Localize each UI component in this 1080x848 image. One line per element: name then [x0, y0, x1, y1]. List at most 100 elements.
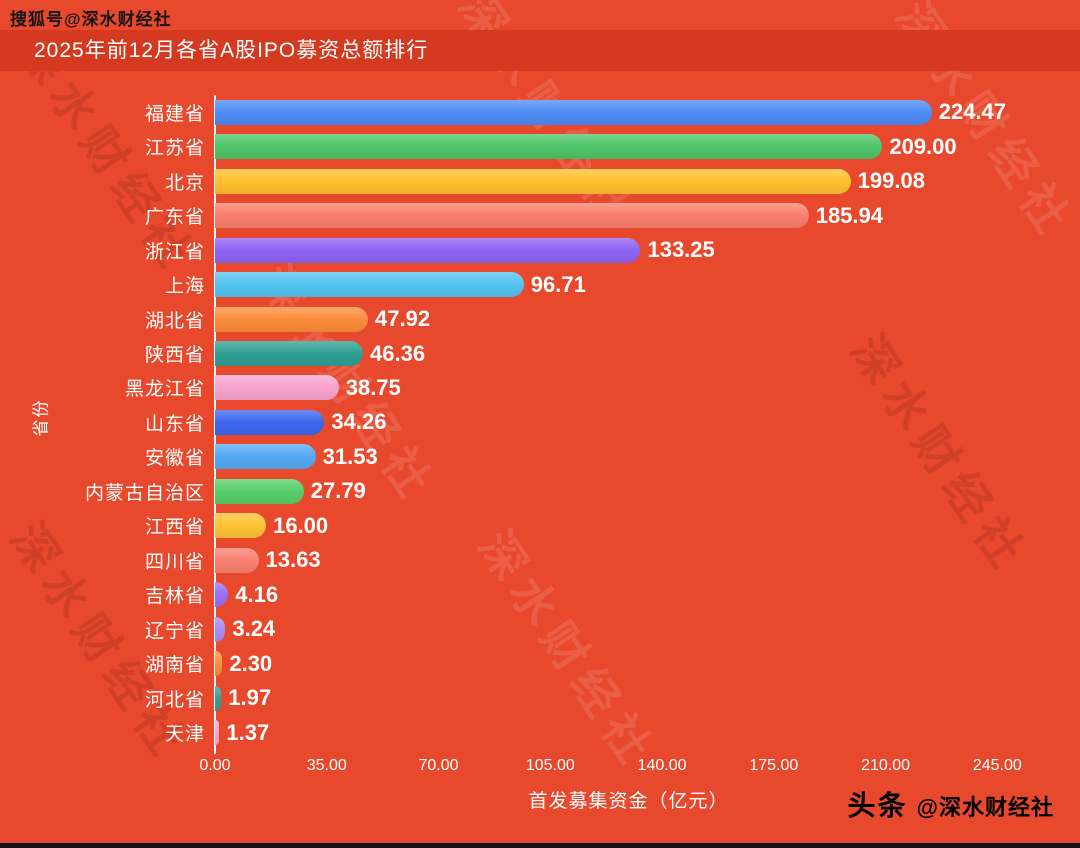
bar-row: 北京 199.08	[0, 164, 1042, 198]
value-label: 16.00	[273, 512, 329, 538]
bar-track: 3.24	[215, 616, 1042, 642]
toutiao-account-name: @深水财经社	[916, 795, 1054, 820]
value-label: 1.37	[226, 719, 270, 745]
bar-track: 13.63	[215, 547, 1042, 573]
x-tick-label: 105.00	[525, 757, 575, 774]
bar-row: 江苏省 209.00	[0, 129, 1042, 163]
category-label: 浙江省	[144, 241, 205, 263]
category-label: 天津	[164, 724, 205, 746]
bar-chart: 福建省 224.47 江苏省 209.00 北京 199.08 广东省 185.94 浙江省 13…	[0, 95, 1042, 750]
bar-row: 辽宁省 3.24	[0, 612, 1042, 646]
bar	[215, 203, 809, 229]
bar-track: 27.79	[215, 478, 1042, 504]
bar	[215, 720, 220, 746]
category-label: 辽宁省	[144, 620, 205, 642]
bar-row: 上海 96.71	[0, 267, 1042, 301]
bar	[215, 306, 368, 332]
category-label: 湖南省	[144, 655, 205, 677]
bar	[215, 168, 851, 194]
value-label: 209.00	[889, 133, 957, 159]
bar-row: 陕西省 46.36	[0, 336, 1042, 370]
bar-row: 山东省 34.26	[0, 405, 1042, 439]
bar-row: 安徽省 31.53	[0, 440, 1042, 474]
bar	[215, 616, 226, 642]
x-axis-title: 首发募集资金（亿元）	[528, 791, 729, 812]
bar	[215, 134, 883, 160]
category-label: 上海	[164, 276, 205, 298]
bar-track: 47.92	[215, 306, 1042, 332]
bar-track: 185.94	[215, 202, 1042, 229]
bar-row: 福建省 224.47	[0, 95, 1042, 129]
x-tick-label: 0.00	[199, 757, 231, 774]
value-label: 2.30	[229, 650, 273, 676]
bar-row: 浙江省 133.25	[0, 233, 1042, 267]
category-label: 北京	[164, 172, 205, 194]
x-tick-label: 35.00	[306, 757, 347, 774]
bar-row: 广东省 185.94	[0, 198, 1042, 232]
value-label: 185.94	[815, 202, 883, 228]
bar	[215, 547, 259, 573]
bar-track: 38.75	[215, 374, 1042, 401]
value-label: 1.97	[228, 685, 272, 711]
value-label: 34.26	[331, 409, 387, 435]
bar	[215, 444, 316, 470]
bar-track: 4.16	[215, 581, 1042, 608]
bar-track: 1.97	[215, 685, 1042, 711]
value-label: 199.08	[857, 168, 925, 194]
bar-row: 黑龙江省 38.75	[0, 371, 1042, 405]
value-label: 133.25	[647, 237, 715, 263]
value-label: 38.75	[345, 374, 401, 400]
value-label: 4.16	[235, 581, 279, 607]
bar-row: 内蒙古自治区 27.79	[0, 474, 1042, 508]
bar	[215, 513, 267, 539]
bar-row: 河北省 1.97	[0, 681, 1042, 715]
bar	[215, 409, 325, 435]
bar	[215, 651, 223, 677]
toutiao-brand: 头条 @深水财经社	[848, 784, 1054, 824]
category-label: 湖北省	[144, 310, 205, 332]
bar-track: 31.53	[215, 443, 1042, 470]
category-label: 江西省	[144, 517, 205, 539]
bar-track: 209.00	[215, 133, 1042, 160]
value-label: 3.24	[232, 616, 276, 642]
x-tick-label: 210.00	[861, 757, 910, 774]
value-label: 46.36	[370, 340, 426, 366]
x-tick-label: 245.00	[972, 757, 1022, 774]
bar-track: 34.26	[215, 409, 1042, 435]
category-label: 陕西省	[144, 345, 205, 367]
x-tick-label: 175.00	[749, 757, 799, 774]
value-label: 27.79	[310, 478, 366, 504]
category-label: 广东省	[144, 207, 205, 229]
bar-track: 224.47	[215, 99, 1042, 125]
page-title: 2025年前12月各省A股IPO募资总额排行	[34, 39, 429, 62]
sohu-account-tag: 搜狐号@深水财经社	[10, 10, 172, 29]
category-label: 山东省	[144, 413, 205, 435]
bar	[215, 341, 364, 367]
bar	[215, 99, 932, 125]
value-label: 224.47	[938, 99, 1007, 125]
bar	[215, 237, 641, 263]
bar	[215, 582, 229, 608]
x-axis: 0.00 35.00 70.00 105.00 140.00 175.00 210.00 24…	[199, 757, 1042, 779]
x-tick-label: 70.00	[418, 757, 459, 774]
bottom-strip	[0, 843, 1080, 848]
bar	[215, 375, 339, 401]
category-label: 江苏省	[144, 138, 205, 160]
bar-track: 133.25	[215, 237, 1042, 263]
bar-track: 16.00	[215, 512, 1042, 539]
category-label: 河北省	[144, 689, 205, 711]
bar-row: 湖南省 2.30	[0, 647, 1042, 681]
category-label: 四川省	[144, 551, 205, 573]
bar-track: 96.71	[215, 272, 1042, 298]
value-label: 31.53	[322, 443, 378, 469]
bar-row: 吉林省 4.16	[0, 578, 1042, 612]
bar	[215, 685, 222, 711]
category-label: 黑龙江省	[124, 379, 205, 401]
toutiao-logo-text: 头条	[847, 790, 908, 821]
value-label: 47.92	[375, 306, 431, 332]
title-band: 2025年前12月各省A股IPO募资总额排行	[0, 30, 1080, 71]
bar-row: 天津 1.37	[0, 715, 1042, 749]
bar-row: 湖北省 47.92	[0, 302, 1042, 336]
bar-track: 2.30	[215, 650, 1042, 677]
category-label: 吉林省	[144, 586, 205, 608]
